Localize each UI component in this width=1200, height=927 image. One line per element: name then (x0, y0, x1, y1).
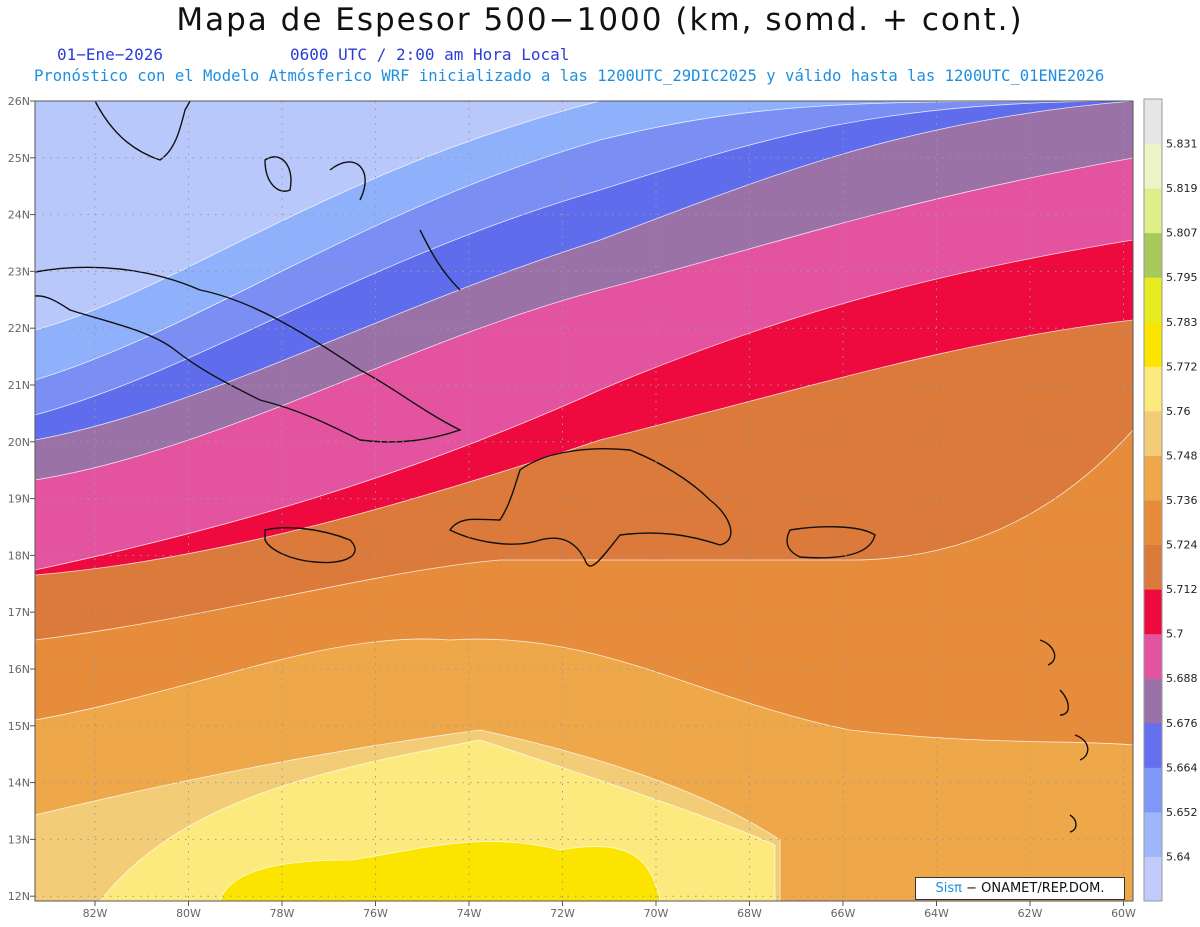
legend-label-5-772: 5.772 (1166, 360, 1198, 373)
legend-label-5-64: 5.64 (1166, 850, 1191, 863)
coastline-layer (35, 101, 1089, 833)
colorbar-swatch (1144, 321, 1162, 367)
legend-label-5-795: 5.795 (1166, 271, 1198, 284)
bahamas-coastline (264, 156, 461, 291)
lat-label-18n: 18N (8, 549, 30, 562)
florida-coastline (94, 101, 191, 161)
lat-label-16n: 16N (8, 663, 30, 676)
lat-label-14n: 14N (8, 777, 30, 790)
colorbar-swatch (1144, 856, 1162, 902)
legend-label-5-736: 5.736 (1166, 494, 1198, 507)
legend-label-5-7: 5.7 (1166, 628, 1184, 641)
legend-label-5-831: 5.831 (1166, 138, 1198, 151)
lat-label-19n: 19N (8, 493, 30, 506)
colorbar-swatch (1144, 410, 1162, 456)
hispaniola-coastline (448, 448, 732, 567)
lon-label-60w: 60W (1111, 907, 1136, 920)
puerto-rico-coastline (786, 526, 876, 559)
colorbar-swatch (1144, 544, 1162, 590)
colorbar-swatch (1144, 589, 1162, 635)
credit-org: − ONAMET/REP.DOM. (966, 881, 1105, 896)
lat-label-24n: 24N (8, 209, 30, 222)
legend-label-5-676: 5.676 (1166, 717, 1198, 730)
legend-label-5-783: 5.783 (1166, 316, 1198, 329)
axis-tick-labels: 26N 25N 24N 23N 22N 21N 20N 19N 18N 17N … (8, 95, 1136, 920)
colorbar-swatch (1144, 678, 1162, 724)
map-frame (34, 100, 1134, 902)
colorbar-frame (1143, 98, 1163, 902)
cuba-coastline (35, 266, 462, 443)
colorbar-swatch (1144, 767, 1162, 813)
colorbar-swatch (1144, 99, 1162, 145)
lat-label-23n: 23N (8, 265, 30, 278)
lon-label-76w: 76W (363, 907, 388, 920)
credit-box: Sisπ − ONAMET/REP.DOM. (915, 877, 1125, 900)
lon-label-80w: 80W (176, 907, 201, 920)
lat-label-21n: 21N (8, 379, 30, 392)
lat-label-13n: 13N (8, 833, 30, 846)
lat-label-17n: 17N (8, 606, 30, 619)
lon-label-64w: 64W (924, 907, 949, 920)
colorbar-swatches (1144, 99, 1162, 902)
map-title: Mapa de Espesor 500−1000 (km, somd. + co… (176, 2, 1024, 38)
forecast-date: 01−Ene−2026 (57, 45, 163, 64)
jamaica-coastline (264, 526, 356, 564)
lat-label-15n: 15N (8, 720, 30, 733)
lon-label-62w: 62W (1018, 907, 1043, 920)
colorbar-swatch (1144, 722, 1162, 768)
lat-label-12n: 12N (8, 890, 30, 903)
lat-label-25n: 25N (8, 152, 30, 165)
forecast-time: 0600 UTC / 2:00 am Hora Local (290, 45, 570, 64)
colorbar-swatch (1144, 633, 1162, 679)
lat-label-20n: 20N (8, 436, 30, 449)
model-init-note: Pronóstico con el Modelo Atmósferico WRF… (34, 67, 1105, 85)
contour-fill-layer (35, 101, 1133, 901)
lesser-antilles-coastline (1039, 639, 1089, 833)
lat-label-26n: 26N (8, 95, 30, 108)
lon-label-74w: 74W (457, 907, 482, 920)
legend-label-5-724: 5.724 (1166, 539, 1198, 552)
legend-label-5-748: 5.748 (1166, 449, 1198, 462)
legend-label-5-664: 5.664 (1166, 761, 1198, 774)
legend-label-5-652: 5.652 (1166, 806, 1198, 819)
colorbar-swatch (1144, 277, 1162, 323)
colorbar-swatch (1144, 811, 1162, 857)
lon-label-82w: 82W (83, 907, 108, 920)
colorbar-legend: 5.64 5.652 5.664 5.676 5.688 5.7 5.712 5… (1143, 98, 1198, 902)
legend-label-5-807: 5.807 (1166, 227, 1198, 240)
legend-label-5-76: 5.76 (1166, 405, 1191, 418)
lon-label-72w: 72W (550, 907, 575, 920)
colorbar-swatch (1144, 143, 1162, 189)
legend-label-5-819: 5.819 (1166, 182, 1198, 195)
lon-label-70w: 70W (644, 907, 669, 920)
legend-label-5-688: 5.688 (1166, 672, 1198, 685)
colorbar-swatch (1144, 366, 1162, 412)
legend-label-5-712: 5.712 (1166, 583, 1198, 596)
credit-brand: Sisπ (935, 881, 962, 896)
colorbar-swatch (1144, 500, 1162, 546)
lon-label-66w: 66W (831, 907, 856, 920)
colorbar-swatch (1144, 232, 1162, 278)
thickness-band (219, 841, 661, 901)
colorbar-swatch (1144, 188, 1162, 234)
lat-label-22n: 22N (8, 322, 30, 335)
lon-label-78w: 78W (270, 907, 295, 920)
colorbar-swatch (1144, 455, 1162, 501)
lon-label-68w: 68W (737, 907, 762, 920)
